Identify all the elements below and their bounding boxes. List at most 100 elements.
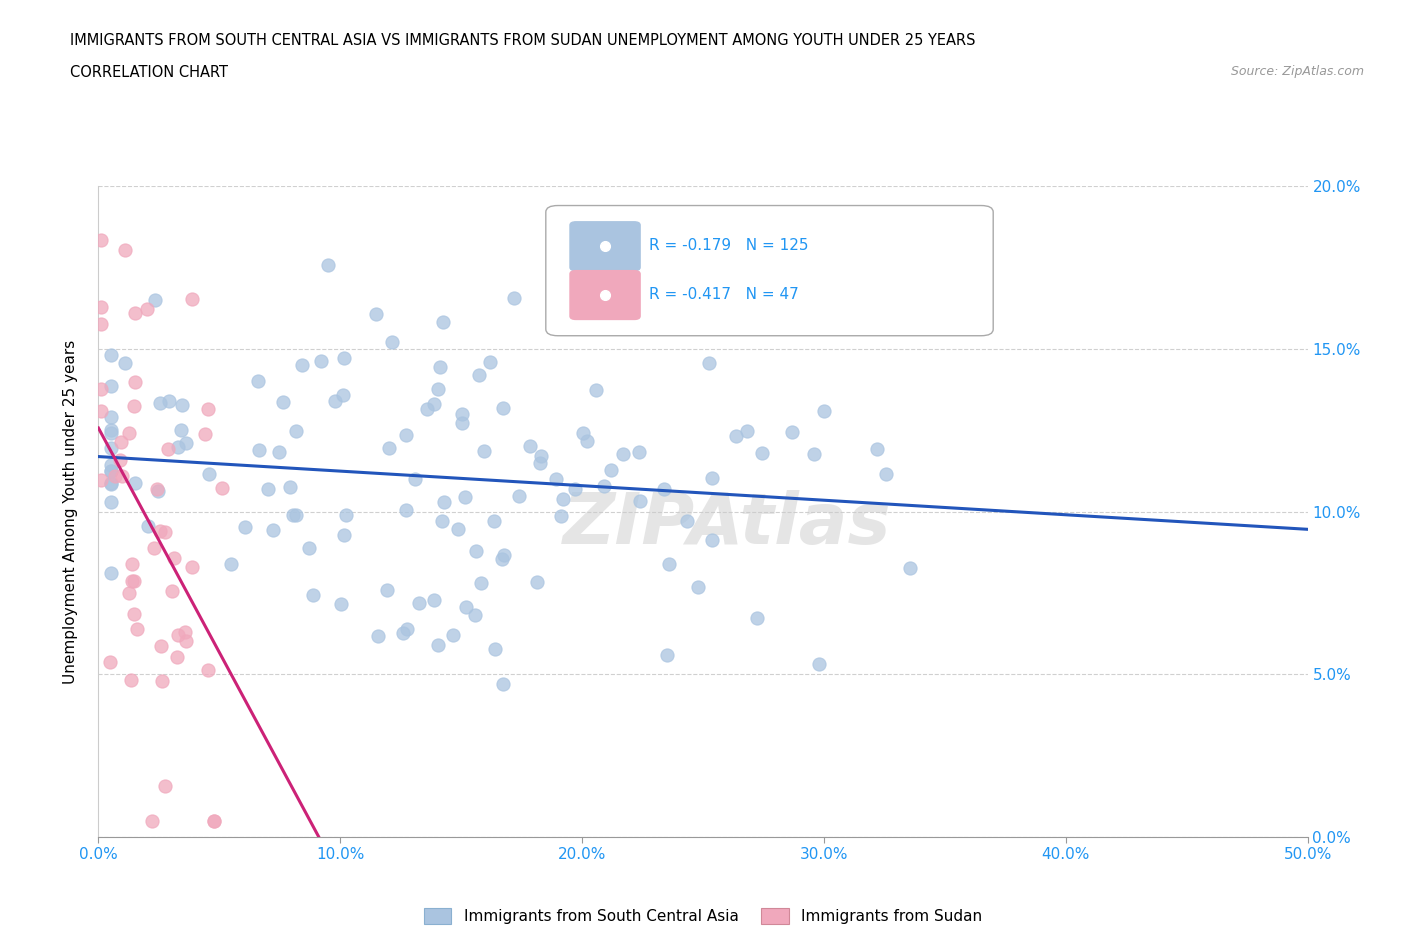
Point — [110, 434, 132, 449]
Point — [180, 291, 202, 306]
Point — [124, 399, 146, 414]
Point — [104, 469, 127, 484]
Point — [508, 488, 530, 503]
Point — [302, 587, 325, 602]
Point — [127, 621, 149, 636]
Point — [433, 495, 456, 510]
Point — [465, 543, 488, 558]
Point — [550, 509, 572, 524]
Point — [141, 813, 163, 829]
Point — [572, 425, 595, 440]
Point — [146, 482, 169, 497]
Point — [108, 453, 131, 468]
Point — [284, 424, 307, 439]
Point — [120, 672, 142, 687]
Point — [429, 360, 451, 375]
Point — [143, 541, 166, 556]
Point — [367, 629, 389, 644]
Point — [262, 523, 284, 538]
Point — [780, 425, 803, 440]
Y-axis label: Unemployment Among Youth under 25 years: Unemployment Among Youth under 25 years — [63, 339, 77, 684]
Point — [153, 778, 176, 793]
Point — [905, 317, 928, 332]
Point — [247, 442, 270, 457]
Point — [655, 648, 678, 663]
Point — [375, 583, 398, 598]
Point — [686, 580, 709, 595]
Point — [526, 575, 548, 590]
Point — [395, 503, 418, 518]
Point — [124, 574, 146, 589]
Point — [423, 396, 446, 411]
Point — [451, 416, 474, 431]
Point — [808, 657, 831, 671]
Point — [197, 402, 219, 417]
Point — [675, 513, 697, 528]
Point — [575, 433, 598, 448]
Point — [494, 548, 516, 563]
Point — [150, 639, 173, 654]
Point — [211, 481, 233, 496]
Text: CORRELATION CHART: CORRELATION CHART — [70, 65, 228, 80]
Point — [441, 628, 464, 643]
Point — [170, 422, 193, 437]
Point — [472, 444, 495, 458]
Point — [381, 335, 404, 350]
Point — [451, 406, 474, 421]
Point — [257, 482, 280, 497]
Point — [278, 480, 301, 495]
Point — [174, 625, 197, 640]
Point — [283, 508, 305, 523]
Point — [430, 513, 453, 528]
Point — [100, 379, 122, 393]
Point — [124, 476, 146, 491]
Point — [202, 813, 225, 829]
Point — [90, 381, 112, 396]
Point — [167, 628, 190, 643]
Point — [284, 508, 307, 523]
Point — [866, 442, 889, 457]
Point — [427, 381, 450, 396]
Point — [697, 355, 720, 370]
Point — [423, 592, 446, 607]
Point — [122, 606, 145, 621]
Point — [160, 583, 183, 598]
Point — [174, 633, 197, 648]
Point — [291, 357, 314, 372]
Point — [546, 472, 568, 486]
Point — [700, 471, 723, 485]
Point — [612, 446, 634, 461]
Point — [553, 491, 575, 506]
Point — [735, 424, 758, 439]
Point — [100, 426, 122, 441]
Point — [408, 595, 430, 610]
Text: IMMIGRANTS FROM SOUTH CENTRAL ASIA VS IMMIGRANTS FROM SUDAN UNEMPLOYMENT AMONG Y: IMMIGRANTS FROM SOUTH CENTRAL ASIA VS IM… — [70, 33, 976, 47]
Point — [246, 374, 269, 389]
Point — [143, 292, 166, 307]
Point — [90, 472, 112, 487]
Point — [456, 599, 478, 614]
Point — [813, 404, 835, 418]
Point — [198, 466, 221, 481]
Point — [271, 395, 294, 410]
Point — [427, 637, 450, 652]
Point — [100, 441, 122, 456]
Legend: Immigrants from South Central Asia, Immigrants from Sudan: Immigrants from South Central Asia, Immi… — [418, 902, 988, 930]
Point — [163, 551, 186, 565]
Text: ZIPAtlas: ZIPAtlas — [562, 490, 891, 559]
Point — [150, 673, 173, 688]
Point — [100, 422, 122, 437]
Point — [898, 561, 921, 576]
Point — [309, 353, 332, 368]
Point — [484, 642, 506, 657]
Point — [146, 484, 169, 498]
Point — [124, 375, 146, 390]
Point — [335, 507, 357, 522]
Point — [492, 401, 515, 416]
Point — [502, 290, 524, 305]
Point — [628, 493, 651, 508]
Point — [447, 522, 470, 537]
Point — [100, 477, 122, 492]
Point — [405, 472, 427, 487]
Point — [600, 462, 623, 477]
